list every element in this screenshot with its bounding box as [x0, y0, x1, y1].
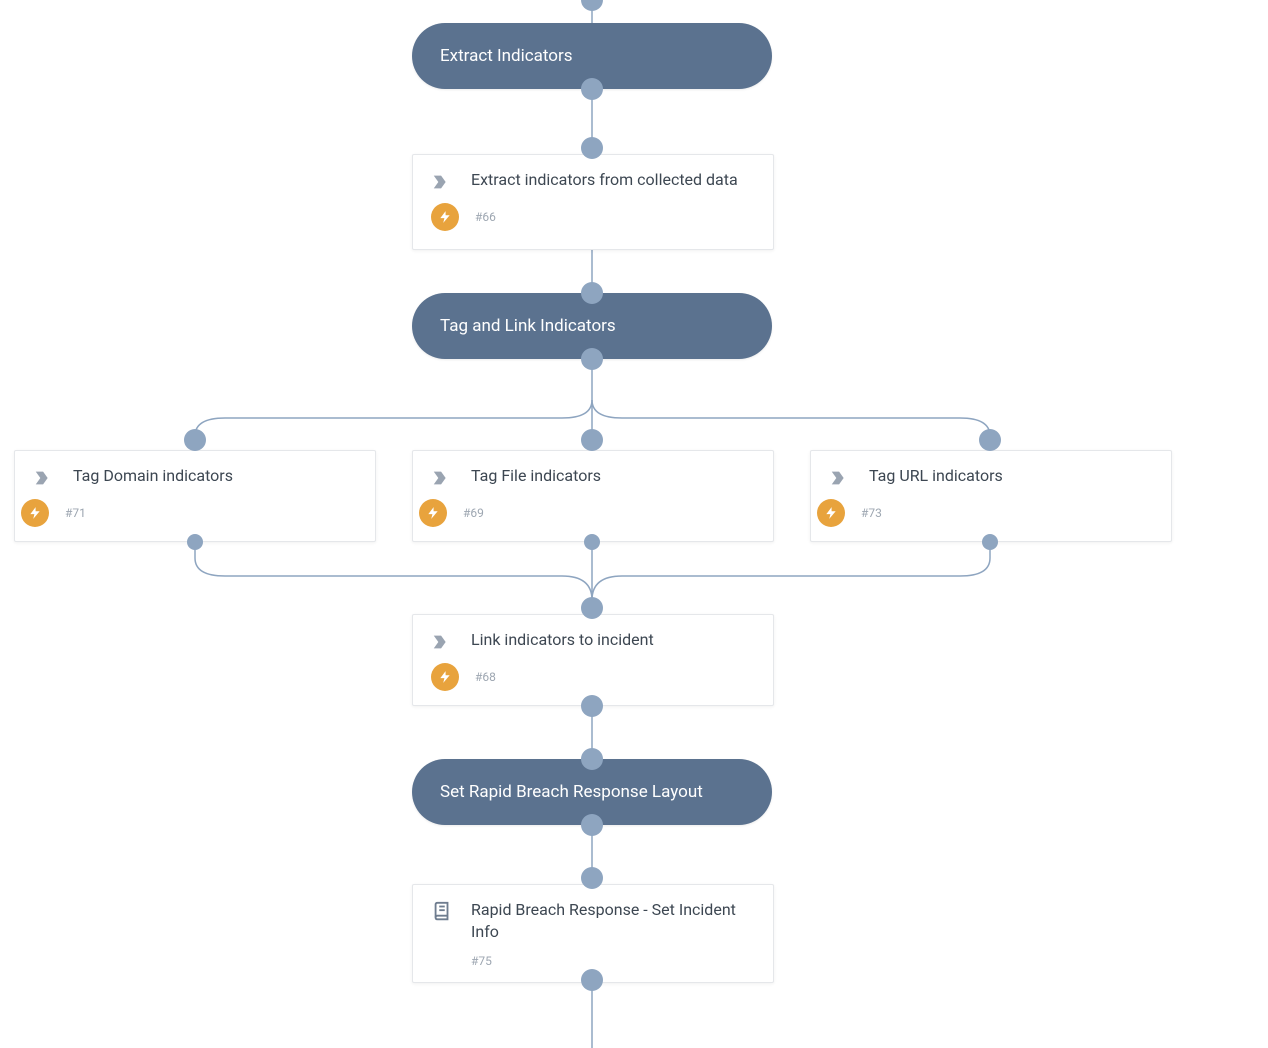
task-id: #69 — [463, 506, 484, 520]
task-title: Tag Domain indicators — [73, 465, 233, 487]
connector-dot — [982, 534, 998, 550]
playbook-icon — [431, 901, 453, 923]
task-id: #71 — [65, 506, 86, 520]
connector-dot — [581, 282, 603, 304]
bolt-icon — [419, 499, 447, 527]
task-title: Tag File indicators — [471, 465, 601, 487]
task-title: Extract indicators from collected data — [471, 169, 738, 191]
connector-dot — [584, 534, 600, 550]
bolt-icon — [431, 203, 459, 231]
connector-dot — [581, 597, 603, 619]
connector-dot — [581, 78, 603, 100]
task-node-tag-url[interactable]: Tag URL indicators #73 — [810, 450, 1172, 542]
connector-dot — [979, 429, 1001, 451]
task-node-link-indicators[interactable]: Link indicators to incident #68 — [412, 614, 774, 706]
task-node-set-incident-info[interactable]: Rapid Breach Response - Set Incident Inf… — [412, 884, 774, 983]
section-header-label: Tag and Link Indicators — [440, 316, 616, 336]
task-title: Link indicators to incident — [471, 629, 654, 651]
section-header-label: Extract Indicators — [440, 46, 573, 66]
connector-dot — [581, 867, 603, 889]
task-title: Rapid Breach Response - Set Incident Inf… — [471, 899, 755, 944]
chevron-icon — [431, 631, 453, 653]
connector-dot — [581, 695, 603, 717]
task-id: #68 — [475, 670, 496, 684]
section-header-label: Set Rapid Breach Response Layout — [440, 782, 703, 802]
task-id: #73 — [861, 506, 882, 520]
bolt-icon — [431, 663, 459, 691]
flowchart-canvas: Extract Indicators Tag and Link Indicato… — [0, 0, 1268, 1048]
task-node-extract-indicators[interactable]: Extract indicators from collected data #… — [412, 154, 774, 250]
task-id: #75 — [471, 954, 492, 968]
connector-dot — [581, 348, 603, 370]
connector-dot — [187, 534, 203, 550]
connector-dot — [581, 429, 603, 451]
bolt-icon — [21, 499, 49, 527]
chevron-icon — [829, 467, 851, 489]
task-node-tag-file[interactable]: Tag File indicators #69 — [412, 450, 774, 542]
task-title: Tag URL indicators — [869, 465, 1003, 487]
connector-dot — [581, 969, 603, 991]
connector-dot — [581, 814, 603, 836]
bolt-icon — [817, 499, 845, 527]
connector-dot — [581, 748, 603, 770]
chevron-icon — [33, 467, 55, 489]
chevron-icon — [431, 171, 453, 193]
chevron-icon — [431, 467, 453, 489]
task-id: #66 — [475, 210, 496, 224]
task-node-tag-domain[interactable]: Tag Domain indicators #71 — [14, 450, 376, 542]
connector-dot — [581, 0, 603, 11]
connector-dot — [581, 137, 603, 159]
connector-dot — [184, 429, 206, 451]
